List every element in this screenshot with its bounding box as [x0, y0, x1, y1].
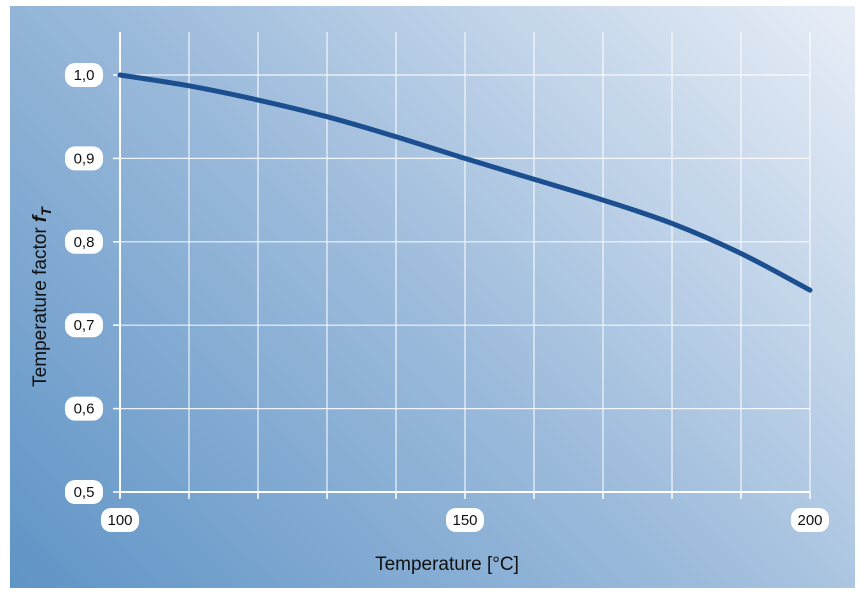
x-tick-label-pill	[101, 508, 139, 532]
y-tick-label-group: 0,9	[65, 146, 103, 171]
grid-lines	[120, 32, 811, 492]
y-tick-label-pill	[65, 63, 103, 87]
axes	[113, 32, 811, 499]
y-tick-label: 0,5	[74, 484, 95, 501]
x-tick-label-group: 200	[791, 508, 829, 532]
x-tick-label: 200	[797, 512, 822, 529]
y-tick-label-group: 0,6	[65, 396, 103, 421]
y-tick-label-group: 0,7	[65, 313, 103, 338]
y-tick-label-group: 1,0	[65, 63, 103, 87]
y-tick-label-group: 0,5	[65, 480, 103, 504]
y-tick-label-group: 0,8	[65, 229, 103, 254]
y-tick-label: 0,7	[74, 317, 95, 334]
x-tick-label-group: 150	[446, 508, 484, 532]
y-tick-label-pill	[65, 480, 103, 504]
y-tick-label: 0,8	[74, 234, 95, 251]
y-axis-symbol: f	[30, 214, 51, 222]
y-tick-label: 0,9	[74, 150, 95, 167]
x-tick-label-pill	[446, 508, 484, 532]
x-axis-title: Temperature [°C]	[375, 554, 519, 575]
x-tick-label: 150	[452, 512, 477, 529]
y-tick-label: 0,6	[74, 401, 95, 418]
x-tick-label-group: 100	[101, 508, 139, 532]
y-tick-label-pill	[65, 229, 103, 254]
series-layer	[117, 72, 813, 293]
y-axis-subscript: T	[38, 206, 54, 216]
y-tick-label-pill	[65, 396, 103, 421]
y-axis-title: Temperature factor fT	[30, 206, 54, 387]
y-tick-label-pill	[65, 313, 103, 338]
y-tick-label: 1,0	[74, 67, 95, 84]
y-axis-title-text: Temperature factor	[30, 227, 51, 387]
y-tick-label-pill	[65, 146, 103, 171]
x-tick-label: 100	[107, 512, 132, 529]
tick-labels: 0,5 0,6 0,7 0,8 0,9 1,0 100 150 200	[65, 63, 829, 532]
x-tick-label-pill	[791, 508, 829, 532]
